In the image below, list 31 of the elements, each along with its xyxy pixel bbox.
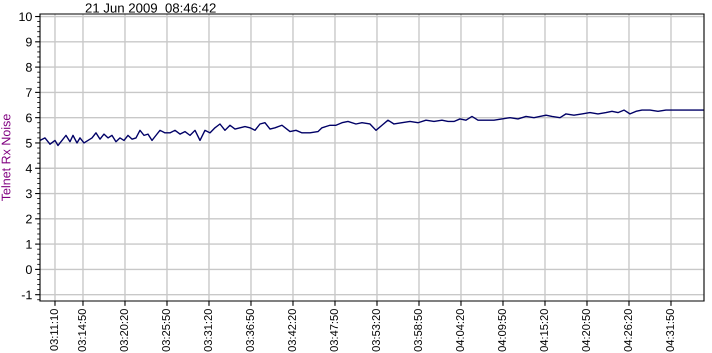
y-tick-label: 10: [19, 12, 32, 22]
x-tick-label: 03:58:50: [414, 309, 422, 352]
x-tick-label: 03:53:20: [372, 309, 380, 352]
y-axis-title: Telnet Rx Noise: [1, 114, 10, 201]
line-series: [40, 109, 704, 146]
x-tick-label: 03:36:50: [246, 309, 254, 352]
y-tick-label: 3: [26, 189, 32, 198]
y-tick-label: 4: [26, 164, 32, 173]
y-tick-label: -1: [22, 290, 32, 300]
x-tick-label: 04:04:20: [456, 309, 464, 352]
x-tick-label: 03:20:20: [120, 309, 128, 352]
y-tick-label: 9: [26, 38, 32, 46]
x-tick-label: 03:47:50: [330, 309, 338, 352]
chart-title: 21 Jun 2009 08:46:42: [86, 3, 216, 13]
x-tick-label: 04:26:20: [624, 309, 632, 352]
x-tick-label: 03:14:50: [78, 309, 86, 352]
y-tick-label: 8: [26, 62, 32, 72]
x-tick-label: 03:31:20: [204, 309, 212, 352]
x-tick-label: 04:31:50: [666, 309, 674, 352]
y-tick-label: 7: [26, 88, 32, 97]
y-tick-label: 6: [26, 113, 32, 122]
x-tick-label: 03:42:20: [288, 309, 296, 352]
x-tick-label: 04:20:50: [582, 309, 590, 352]
x-tick-label: 04:15:20: [540, 309, 548, 352]
y-tick-label: 2: [26, 214, 32, 224]
x-tick-label: 03:25:50: [162, 309, 170, 352]
y-tick-label: 5: [26, 138, 32, 148]
x-tick-label: 03:11:10: [50, 309, 58, 351]
x-tick-label: 04:09:50: [498, 309, 506, 352]
y-tick-label: 0: [26, 265, 32, 274]
y-tick-label: 1: [26, 240, 32, 249]
